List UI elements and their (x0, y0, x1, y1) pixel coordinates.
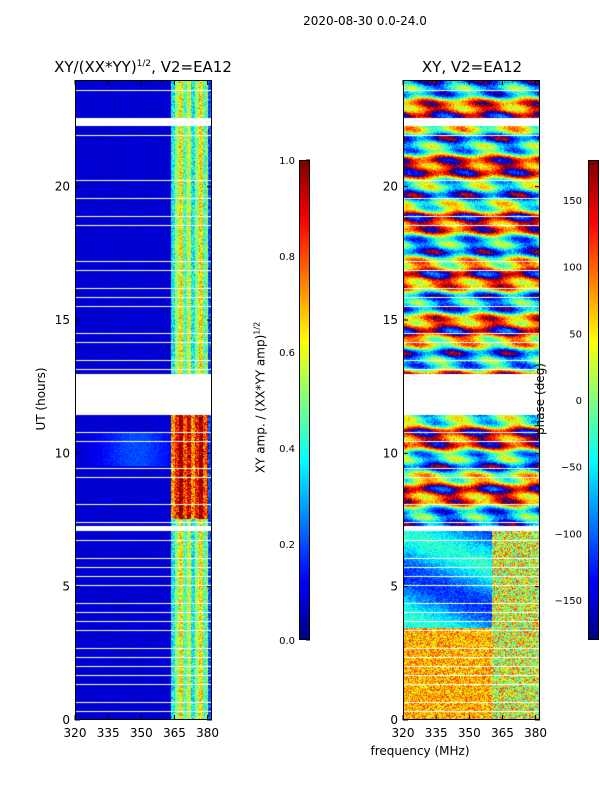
phase-colorbar-tick-label: 0 (576, 396, 582, 407)
amp-colorbar-tick-label: 0.2 (279, 540, 295, 551)
amp-colorbar-tick-label: 0.4 (279, 444, 295, 455)
phase-colorbar-tick-label: 100 (563, 263, 582, 274)
phase-xtick-label: 365 (491, 726, 514, 740)
amp-ytick-label: 10 (55, 446, 70, 460)
phase-colorbar-tick-label: −150 (555, 596, 582, 607)
amp-title-main: XY/(XX*YY) (54, 58, 137, 76)
amp-title-exponent: 1/2 (136, 59, 152, 69)
amp-ytick-label: 5 (62, 580, 70, 594)
amp-ytick-label: 0 (62, 713, 70, 727)
amp-colorbar (299, 160, 310, 640)
phase-ytick-label: 5 (390, 580, 398, 594)
amp-ytick-label: 20 (55, 180, 70, 194)
phase-xtick-label: 380 (524, 726, 547, 740)
amp-heatmap-plot[interactable] (75, 80, 212, 720)
phase-xtick-label: 350 (458, 726, 481, 740)
amp-xtick-label: 380 (196, 726, 219, 740)
amp-title-tail: , V2=EA12 (151, 58, 232, 76)
amp-colorbar-gradient (300, 161, 309, 639)
phase-panel-title: XY, V2=EA12 (421, 58, 523, 76)
phase-heatmap-plot[interactable] (403, 80, 540, 720)
phase-colorbar-tick-label: −100 (555, 529, 582, 540)
phase-ytick-label: 15 (383, 313, 398, 327)
phase-colorbar-gradient (589, 161, 598, 639)
x-axis-label: frequency (MHz) (370, 744, 470, 758)
amp-heatmap-image (76, 81, 211, 719)
phase-xtick-label: 335 (425, 726, 448, 740)
phase-colorbar (588, 160, 599, 640)
phase-ytick-label: 0 (390, 713, 398, 727)
amp-panel-title: XY/(XX*YY)1/2, V2=EA12 (43, 58, 243, 76)
amp-colorbar-tick-label: 0.0 (279, 636, 295, 647)
figure-title: 2020-08-30 0.0-24.0 (303, 14, 427, 28)
amp-xtick-label: 320 (64, 726, 87, 740)
amp-colorbar-tick-label: 0.6 (279, 348, 295, 359)
phase-ytick-label: 20 (383, 180, 398, 194)
phase-colorbar-tick-label: 150 (563, 196, 582, 207)
amp-ytick-label: 15 (55, 313, 70, 327)
amp-xtick-label: 365 (163, 726, 186, 740)
phase-colorbar-label: phase (deg) (533, 363, 547, 436)
phase-ytick-label: 10 (383, 446, 398, 460)
phase-colorbar-tick-label: 50 (569, 329, 582, 340)
amp-xtick-label: 350 (130, 726, 153, 740)
amp-colorbar-tick-label: 0.8 (279, 252, 295, 263)
phase-colorbar-tick-label: −50 (561, 463, 582, 474)
phase-xtick-label: 320 (392, 726, 415, 740)
amp-colorbar-tick-label: 1.0 (279, 156, 295, 167)
phase-heatmap-image (404, 81, 539, 719)
amp-xtick-label: 335 (97, 726, 120, 740)
